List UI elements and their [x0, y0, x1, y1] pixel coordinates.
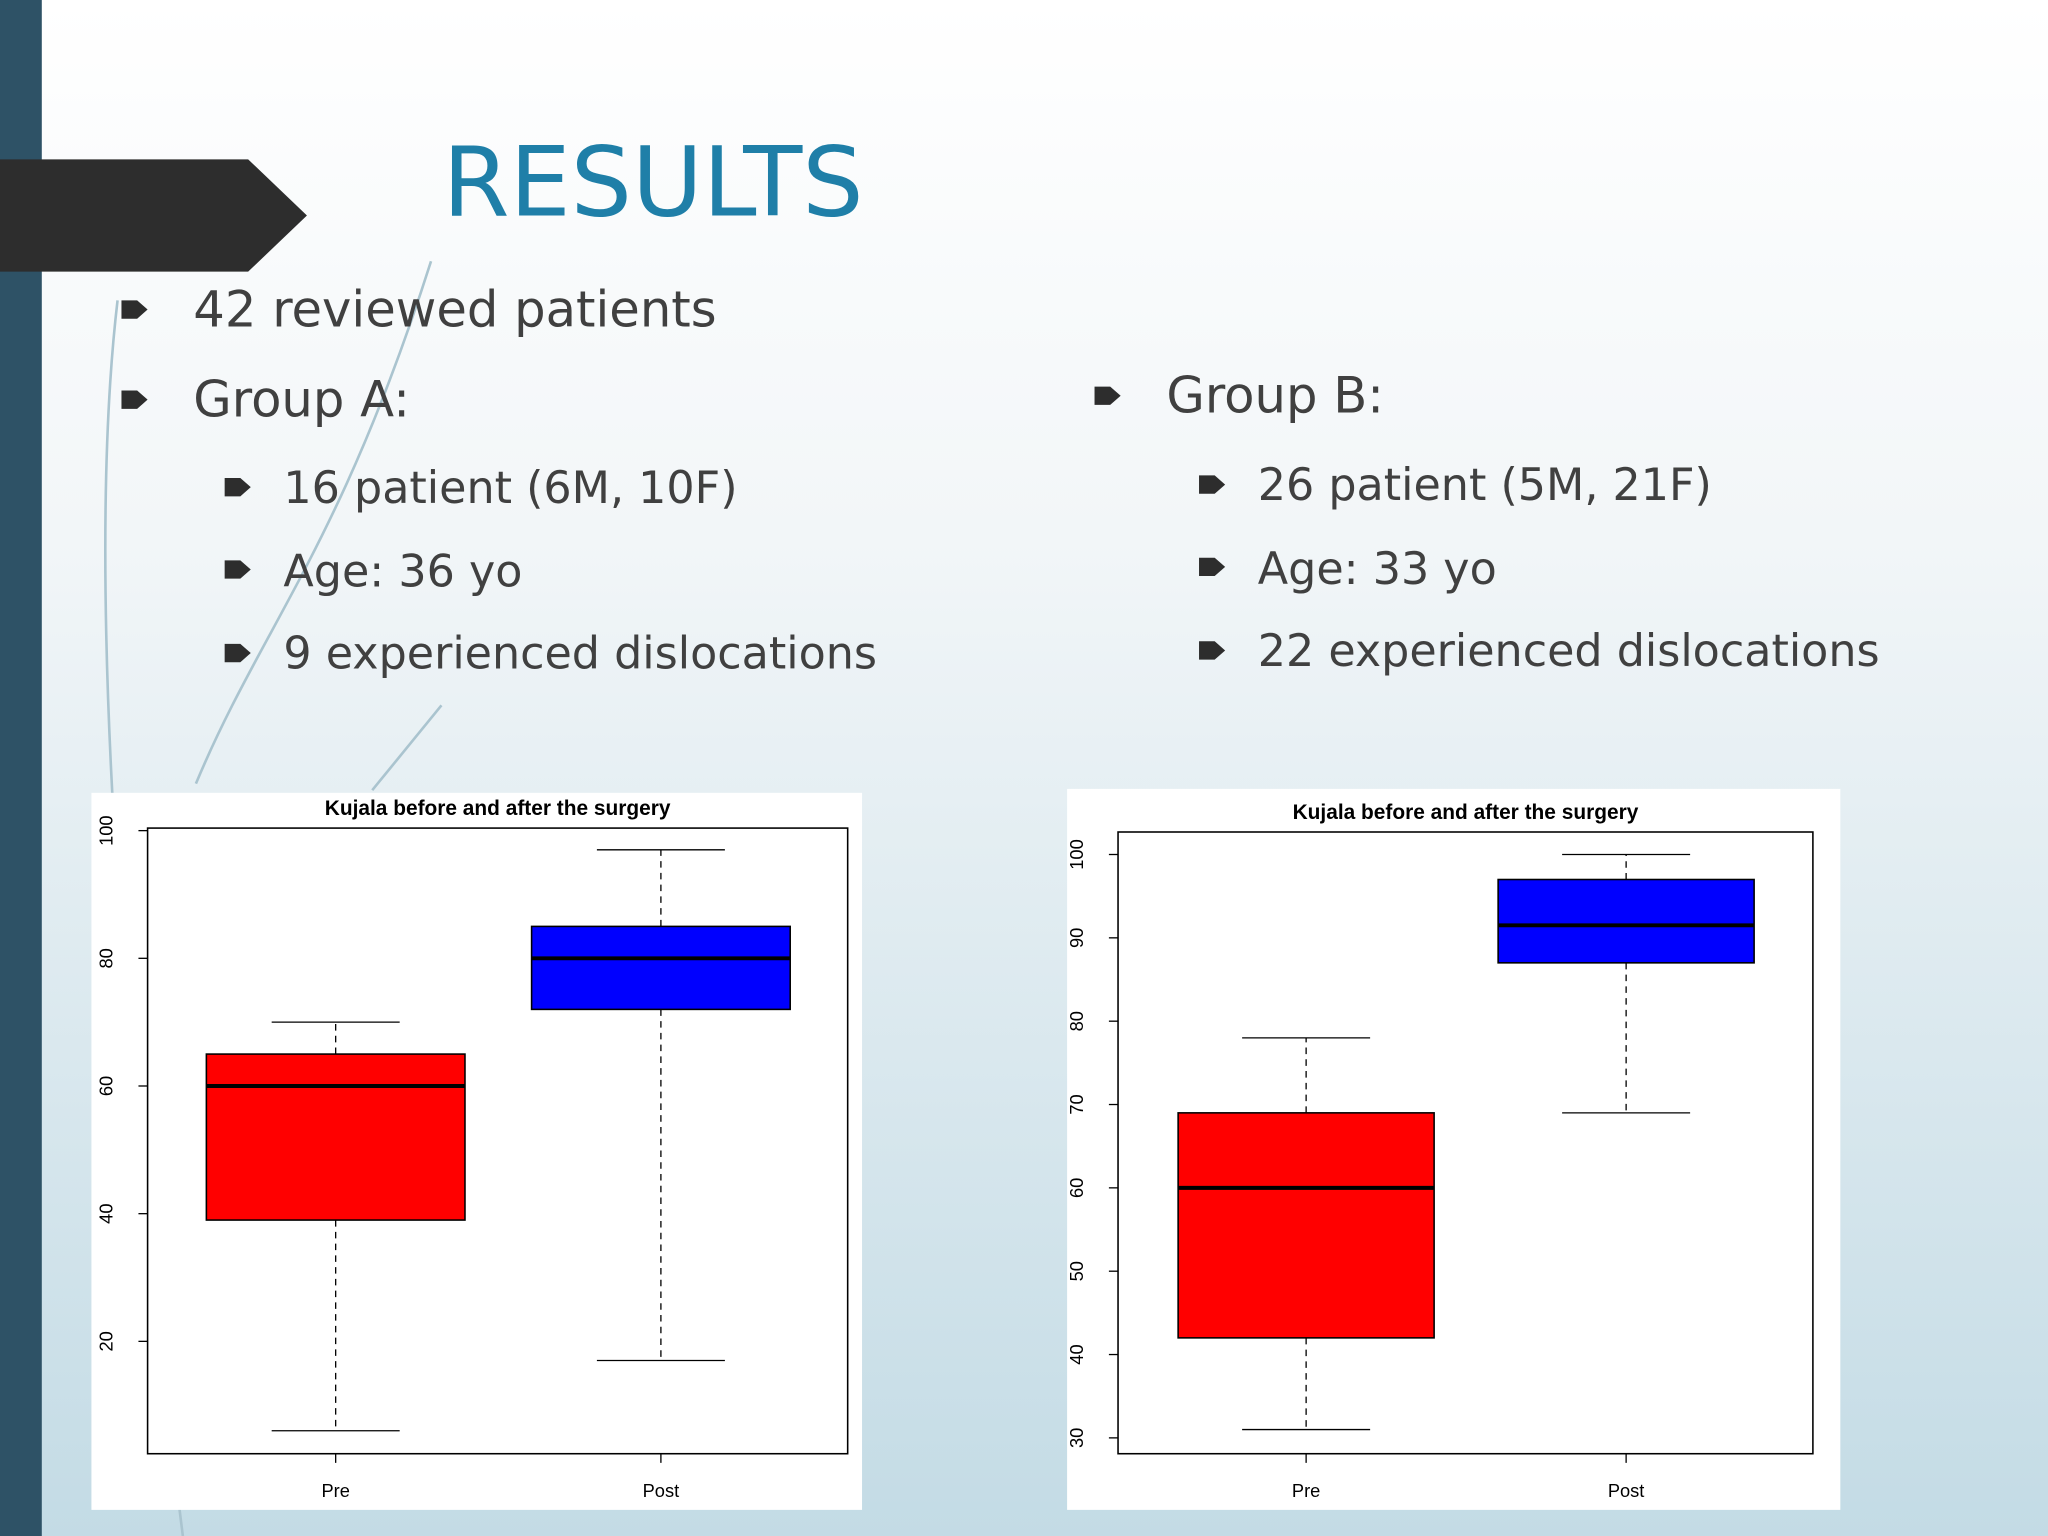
y-tick-label: 100	[95, 815, 116, 845]
y-tick-label: 100	[1066, 839, 1087, 869]
plot-frame	[146, 827, 849, 1455]
sub-bullet: 26 patient (5M, 21F)	[1258, 460, 1712, 511]
y-tick-label: 20	[95, 1331, 116, 1351]
sub-bullet: 9 experienced dislocations	[283, 629, 877, 680]
y-tick-label: 50	[1066, 1261, 1087, 1281]
y-tick-label: 90	[1066, 928, 1087, 948]
x-tick-label: Post	[643, 1480, 680, 1501]
box	[1177, 1112, 1435, 1339]
y-tick-label: 40	[95, 1204, 116, 1224]
slide-title: RESULTS	[442, 126, 863, 239]
box	[205, 1053, 466, 1221]
chart-title: Kujala before and after the surgery	[325, 797, 671, 820]
x-tick-label: Pre	[1292, 1480, 1320, 1501]
y-tick-label: 40	[1066, 1344, 1087, 1364]
bullet: 42 reviewed patients	[193, 281, 716, 339]
y-tick-label: 60	[1066, 1178, 1087, 1198]
y-tick-label: 80	[1066, 1011, 1087, 1031]
sub-bullet: Age: 36 yo	[283, 546, 522, 597]
bullet: Group A:	[193, 371, 410, 429]
x-tick-label: Post	[1608, 1480, 1645, 1501]
box	[530, 925, 791, 1011]
chart-title: Kujala before and after the surgery	[1293, 801, 1639, 824]
sub-bullet: Age: 33 yo	[1258, 544, 1497, 595]
sub-bullet: 16 patient (6M, 10F)	[283, 463, 737, 514]
y-tick-label: 60	[95, 1076, 116, 1096]
x-tick-label: Pre	[321, 1480, 349, 1501]
bullet: Group B:	[1166, 367, 1384, 425]
y-tick-label: 80	[95, 948, 116, 968]
title-arrow	[0, 159, 307, 272]
plot-frame	[1117, 831, 1814, 1455]
sub-bullet: 22 experienced dislocations	[1258, 626, 1880, 677]
box	[1497, 878, 1755, 964]
y-tick-label: 70	[1066, 1094, 1087, 1114]
y-tick-label: 30	[1066, 1428, 1087, 1448]
